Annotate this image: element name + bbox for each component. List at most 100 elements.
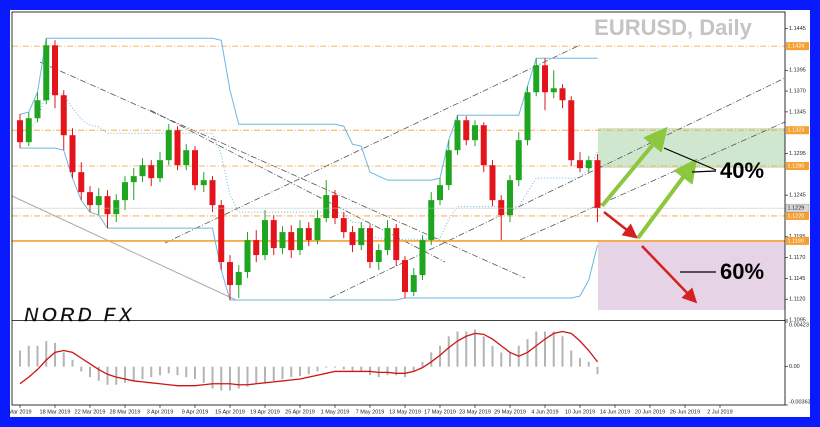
histogram-bar: [430, 352, 433, 367]
candle-body: [174, 130, 181, 166]
x-tick-label: Mar 2019: [8, 409, 31, 415]
histogram-bar: [27, 345, 30, 367]
candle-body: [104, 196, 111, 215]
histogram-bar: [509, 352, 511, 367]
candle-body: [542, 65, 548, 93]
candle-body: [148, 165, 155, 179]
histogram-bar: [439, 345, 441, 367]
x-tick-label: 2 Jul 2019: [707, 409, 732, 415]
channel-upper: [19, 37, 598, 181]
arrow-down: [603, 211, 638, 239]
y-tick-label: 1.1145: [789, 276, 805, 282]
candle-body: [507, 180, 513, 216]
histogram-bar: [194, 366, 196, 380]
level-tag: [786, 126, 809, 135]
y-tick-label: 1.1245: [789, 193, 806, 199]
logo: NORD FX: [24, 304, 135, 326]
histogram-bar: [45, 341, 48, 367]
level-label: 1.1220: [788, 213, 805, 219]
histogram-bar: [456, 331, 459, 367]
candle-body: [472, 125, 478, 141]
histogram-bar: [596, 366, 599, 375]
histogram-bar: [264, 366, 266, 383]
candle-body: [445, 150, 452, 186]
candle-body: [95, 196, 102, 206]
candle-body: [428, 200, 435, 241]
candle-body: [349, 232, 356, 246]
y-tick-label: 1.1120: [789, 297, 805, 303]
histogram-bar: [71, 360, 74, 367]
marks-layer: 1.1445 1.1395 1.1370 1.1345 1.1295 1.1245 1.11…: [8, 26, 810, 415]
candle-body: [463, 120, 470, 141]
y-tick-label: -0.00363: [789, 399, 811, 405]
signal-line: [19, 330, 599, 387]
candle-body: [568, 100, 575, 161]
histogram-bar: [124, 366, 126, 383]
x-tick-label: 15 Apr 2019: [215, 409, 245, 415]
trend-line: [519, 121, 786, 241]
pointer: [663, 147, 717, 171]
histogram-bar: [421, 361, 424, 367]
candle-body: [69, 135, 76, 173]
histogram-bar: [482, 336, 485, 367]
x-tick-label: 13 May 2019: [389, 409, 421, 415]
x-tick-label: 23 May 2019: [459, 409, 491, 415]
y-tick-label: 1.1345: [789, 109, 806, 115]
histogram-bar: [220, 366, 223, 391]
candle-body: [314, 218, 321, 241]
candle-body: [323, 195, 330, 219]
candle-body: [17, 120, 23, 143]
y-tick-label: 0.00423: [789, 322, 809, 328]
x-tick-label: 22 Mar 2019: [75, 409, 106, 415]
candle-body: [419, 240, 426, 276]
candle-body: [235, 272, 242, 286]
candle-body: [454, 120, 461, 151]
histogram-bar: [570, 350, 573, 367]
candle-body: [130, 176, 137, 183]
candle-body: [384, 228, 391, 251]
channel-middle: [19, 92, 598, 241]
histogram-bar: [500, 352, 503, 367]
level-label: 1.1323: [788, 128, 805, 134]
level-label: 1.1280: [788, 163, 805, 169]
candle-body: [288, 232, 295, 251]
x-tick-label: 17 May 2019: [424, 409, 456, 415]
candle-body: [218, 205, 225, 263]
histogram-bar: [334, 366, 336, 368]
histogram-bar: [447, 336, 450, 367]
candle-body: [113, 200, 120, 215]
annotation: 40%: [720, 158, 764, 183]
histogram-bar: [325, 366, 328, 368]
level-tag: [786, 42, 809, 51]
candle-body: [559, 88, 566, 101]
histogram-bar: [360, 366, 363, 372]
candle-body: [209, 180, 216, 206]
candle-body: [227, 262, 233, 286]
histogram-bar: [80, 366, 83, 372]
histogram-bar: [19, 350, 21, 367]
candle-body: [60, 95, 67, 136]
histogram-bar: [246, 366, 249, 387]
level-tag: [786, 236, 809, 245]
x-tick-label: 28 Mar 2019: [110, 409, 141, 415]
histogram-bar: [141, 366, 144, 380]
histogram-bar: [412, 366, 415, 372]
candle-body: [297, 228, 303, 251]
candle-body: [358, 228, 365, 246]
histogram-bar: [316, 366, 319, 372]
histogram-bar: [587, 361, 590, 367]
candle-body: [515, 140, 522, 181]
candle-body: [192, 150, 198, 186]
histogram-bar: [185, 366, 188, 378]
candle-body: [52, 45, 58, 96]
trend-line: [39, 61, 526, 279]
x-tick-label: 1 May 2019: [321, 409, 350, 415]
candle-body: [165, 130, 172, 161]
candle-body: [279, 232, 286, 249]
x-tick-label: 4 Jun 2019: [531, 409, 558, 415]
candle-body: [139, 165, 146, 177]
histogram-bar: [106, 366, 109, 385]
x-tick-label: 3 Apr 2019: [147, 409, 174, 415]
